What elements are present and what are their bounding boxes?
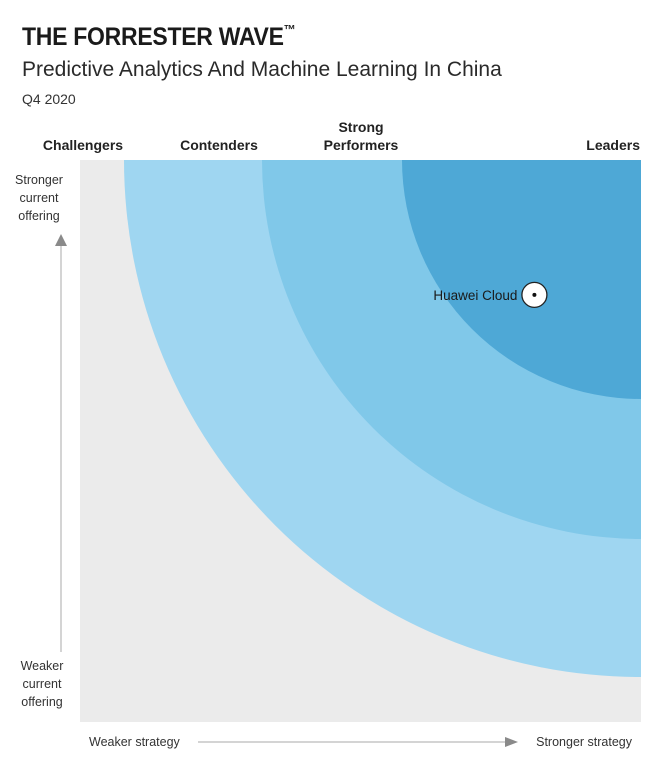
report-period: Q4 2020 — [22, 91, 76, 107]
y-axis-high-line: offering — [18, 209, 60, 223]
y-axis-high-line: current — [20, 191, 59, 205]
x-axis-low-label: Weaker strategy — [89, 735, 181, 749]
leaders-band — [402, 160, 641, 399]
y-axis-low-label: Weaker current offering — [21, 659, 64, 709]
y-axis-arrow-icon — [55, 234, 67, 246]
segment-label-line: Leaders — [586, 137, 640, 153]
segment-label-line: Strong — [338, 119, 383, 135]
vendor-label-huawei-cloud: Huawei Cloud — [433, 288, 517, 303]
y-axis-low-line: current — [23, 677, 62, 691]
plot-area — [80, 160, 641, 722]
segment-label-line: Challengers — [43, 137, 123, 153]
segment-label-leaders: Leaders — [586, 137, 640, 153]
y-axis: Stronger current offering Weaker current off… — [15, 173, 67, 709]
segment-label-line: Contenders — [180, 137, 258, 153]
y-axis-high-line: Stronger — [15, 173, 63, 187]
segment-label-line: Performers — [324, 137, 399, 153]
brand-text: THE FORRESTER WAVE — [22, 23, 284, 51]
y-axis-low-line: Weaker — [21, 659, 64, 673]
x-axis: Weaker strategy Stronger strategy — [89, 735, 633, 749]
x-axis-high-label: Stronger strategy — [536, 735, 633, 749]
vendor-points: Huawei Cloud — [433, 281, 548, 309]
trademark-mark: ™ — [283, 22, 296, 37]
vendor-marker-dot-icon — [532, 292, 537, 297]
forrester-wave-brand: THE FORRESTER WAVE™ — [22, 22, 296, 52]
segment-label-contenders: Contenders — [180, 137, 258, 153]
y-axis-high-label: Stronger current offering — [15, 173, 63, 223]
segment-labels: Challengers Contenders Strong Performers … — [43, 119, 640, 153]
x-axis-arrow-icon — [505, 737, 518, 747]
y-axis-low-line: offering — [21, 695, 63, 709]
segment-label-challengers: Challengers — [43, 137, 123, 153]
report-title: Predictive Analytics And Machine Learnin… — [22, 58, 502, 81]
segment-label-strong-performers: Strong Performers — [324, 119, 399, 153]
